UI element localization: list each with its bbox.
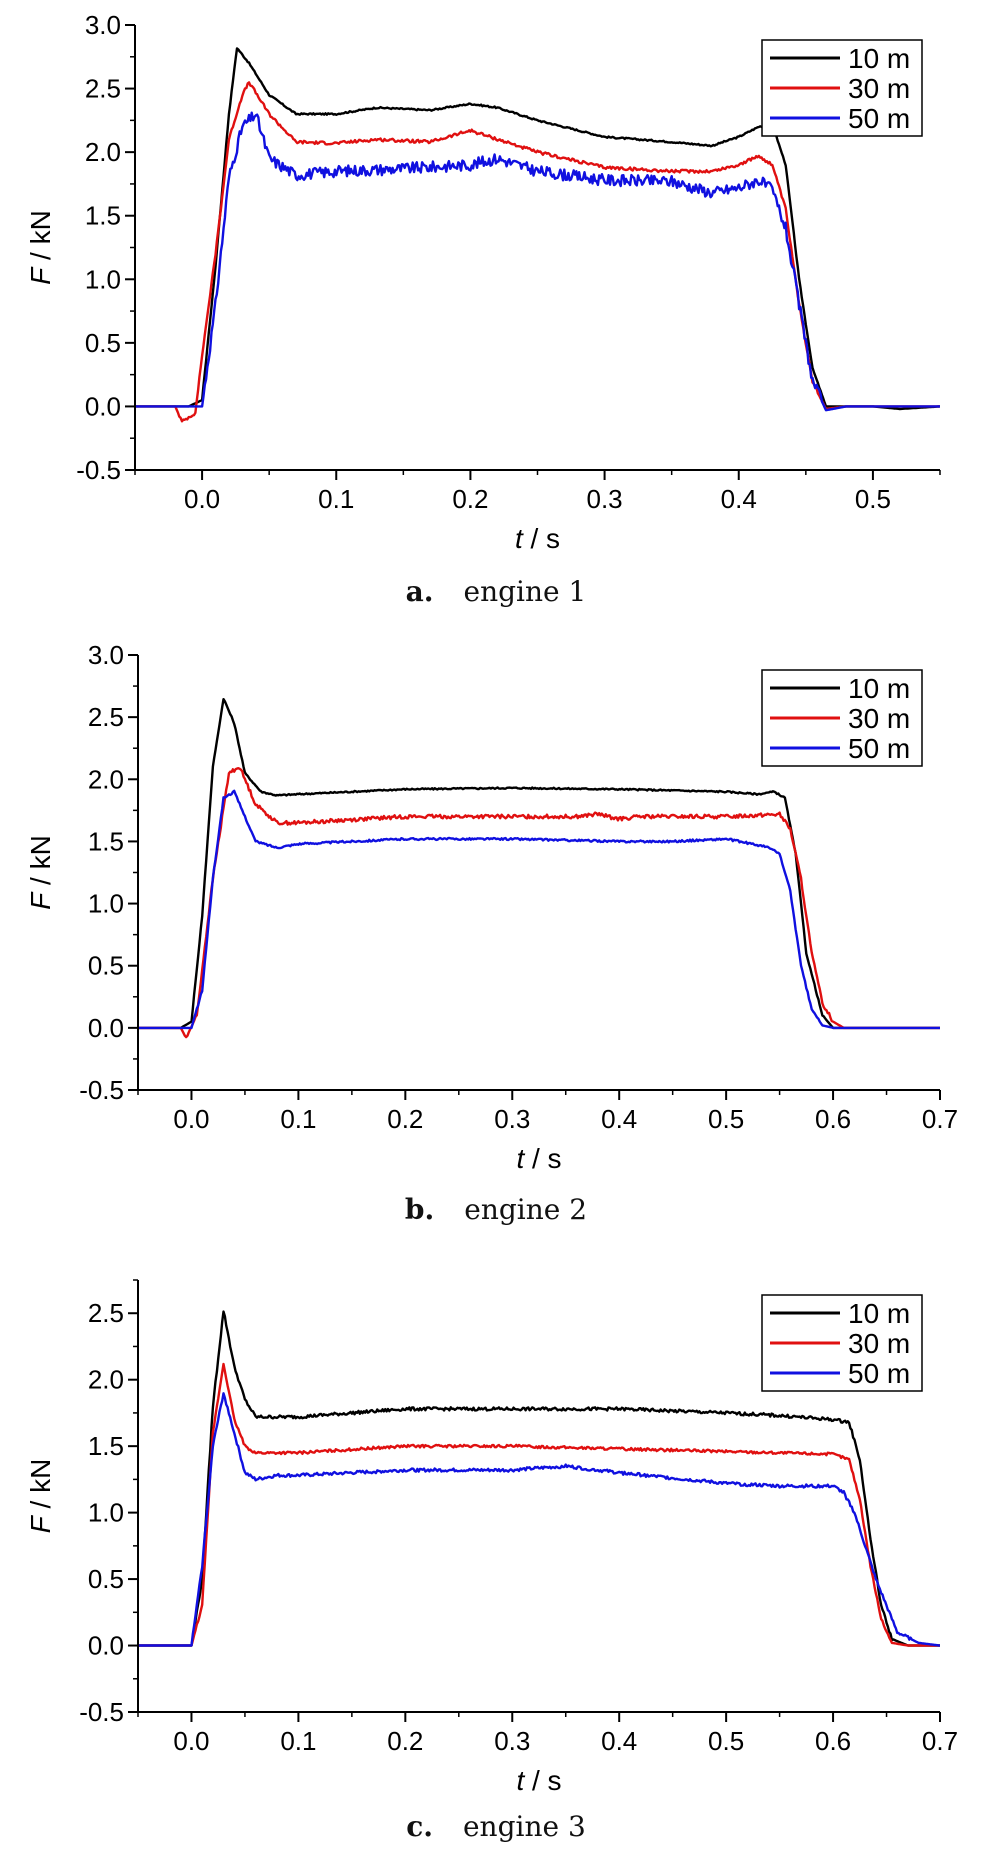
y-tick-label: 2.5 [85, 74, 121, 104]
y-tick-label: 0.5 [88, 951, 124, 981]
x-tick-label: 0.1 [318, 484, 354, 514]
caption-text: engine 3 [462, 1810, 586, 1843]
y-tick-label: 2.0 [88, 1365, 124, 1395]
series-line-10m [135, 47, 940, 411]
x-axis-label: t / s [516, 1143, 561, 1174]
y-tick-label: 1.5 [88, 826, 124, 856]
y-tick-label: 1.0 [88, 1498, 124, 1528]
y-tick-label: -0.5 [79, 1075, 124, 1105]
caption-text: engine 2 [464, 1193, 588, 1226]
caption-letter: a. [405, 575, 434, 608]
legend: 10 m30 m50 m [761, 669, 923, 767]
line-chart-engine-1: 0.0 0.1 0.2 0.3 0.4 0.5 -0.5 0.0 0.5 1.0 1.5 2.0 2.5… [25, 10, 941, 554]
y-axis-label: F / kN [25, 835, 56, 910]
legend-label: 30 m [848, 703, 910, 734]
legend-label: 50 m [848, 1358, 910, 1389]
y-tick-label: 3.0 [85, 10, 121, 40]
y-tick-label: 3.0 [88, 640, 124, 670]
x-tick-label: 0.7 [922, 1726, 958, 1756]
x-tick-label: 0.1 [280, 1104, 316, 1134]
legend: 10 m30 m50 m [761, 1294, 923, 1392]
x-tick-label: 0.0 [173, 1726, 209, 1756]
y-tick-label: 2.0 [88, 764, 124, 794]
x-tick-label: 0.7 [922, 1104, 958, 1134]
x-tick-label: 0.3 [587, 484, 623, 514]
line-chart-engine-3: 0.0 0.1 0.2 0.3 0.4 0.5 0.6 0.7 -0.5 0.0 0.5 1.0 1.5… [25, 1279, 958, 1796]
caption-engine-1: a. engine 1 [0, 575, 992, 608]
y-tick-label: 1.5 [85, 201, 121, 231]
series-line-10m [138, 1310, 940, 1647]
x-tick-label: 0.6 [815, 1726, 851, 1756]
caption-engine-2: b. engine 2 [0, 1193, 992, 1226]
y-tick-label: 1.5 [88, 1431, 124, 1461]
legend: 10 m30 m50 m [761, 39, 923, 137]
series-line-50m [138, 789, 940, 1030]
series-line-10m [138, 697, 940, 1030]
x-tick-label: 0.1 [280, 1726, 316, 1756]
y-tick-label: 2.5 [88, 1298, 124, 1328]
x-axis-label: t / s [515, 523, 560, 554]
legend-label: 30 m [848, 73, 910, 104]
y-tick-label: 2.5 [88, 702, 124, 732]
y-tick-label: 2.0 [85, 137, 121, 167]
x-tick-label: 0.4 [721, 484, 757, 514]
series-line-30m [138, 1362, 940, 1647]
y-tick-label: -0.5 [79, 1697, 124, 1727]
legend-label: 10 m [848, 673, 910, 704]
x-tick-label: 0.2 [452, 484, 488, 514]
legend-label: 50 m [848, 103, 910, 134]
y-tick-label: 0.5 [88, 1564, 124, 1594]
series-line-50m [135, 111, 940, 412]
caption-letter: c. [406, 1810, 433, 1843]
x-tick-label: 0.2 [387, 1726, 423, 1756]
y-tick-label: 1.0 [88, 889, 124, 919]
x-tick-label: 0.5 [708, 1104, 744, 1134]
legend-label: 10 m [848, 1298, 910, 1329]
x-tick-label: 0.0 [184, 484, 220, 514]
y-tick-label: 0.0 [88, 1013, 124, 1043]
series-line-50m [138, 1392, 940, 1647]
x-tick-label: 0.3 [494, 1104, 530, 1134]
y-tick-label: 0.0 [88, 1631, 124, 1661]
x-tick-label: 0.0 [173, 1104, 209, 1134]
caption-text: engine 1 [463, 575, 587, 608]
series-line-30m [138, 766, 940, 1039]
chart-panel-engine-3: 0.0 0.1 0.2 0.3 0.4 0.5 0.6 0.7 -0.5 0.0 0.5 1.0 1.5… [0, 1240, 992, 1870]
x-tick-label: 0.4 [601, 1726, 637, 1756]
y-tick-label: 0.5 [85, 328, 121, 358]
y-axis-label: F / kN [25, 210, 56, 285]
x-tick-label: 0.5 [855, 484, 891, 514]
x-tick-label: 0.4 [601, 1104, 637, 1134]
line-chart-engine-2: 0.0 0.1 0.2 0.3 0.4 0.5 0.6 0.7 -0.5 0.0 0.5 1.0 1.5… [25, 640, 958, 1174]
caption-engine-3: c. engine 3 [0, 1810, 992, 1843]
chart-panel-engine-2: 0.0 0.1 0.2 0.3 0.4 0.5 0.6 0.7 -0.5 0.0 0.5 1.0 1.5… [0, 620, 992, 1240]
legend-label: 10 m [848, 43, 910, 74]
x-axis-label: t / s [516, 1765, 561, 1796]
y-tick-label: 0.0 [85, 391, 121, 421]
y-axis-label: F / kN [25, 1459, 56, 1534]
x-tick-label: 0.5 [708, 1726, 744, 1756]
x-tick-label: 0.2 [387, 1104, 423, 1134]
y-tick-label: -0.5 [76, 455, 121, 485]
legend-label: 30 m [848, 1328, 910, 1359]
chart-panel-engine-1: 0.0 0.1 0.2 0.3 0.4 0.5 -0.5 0.0 0.5 1.0 1.5 2.0 2.5… [0, 0, 992, 620]
caption-letter: b. [404, 1193, 435, 1226]
legend-label: 50 m [848, 733, 910, 764]
x-tick-label: 0.3 [494, 1726, 530, 1756]
y-tick-label: 1.0 [85, 264, 121, 294]
x-tick-label: 0.6 [815, 1104, 851, 1134]
